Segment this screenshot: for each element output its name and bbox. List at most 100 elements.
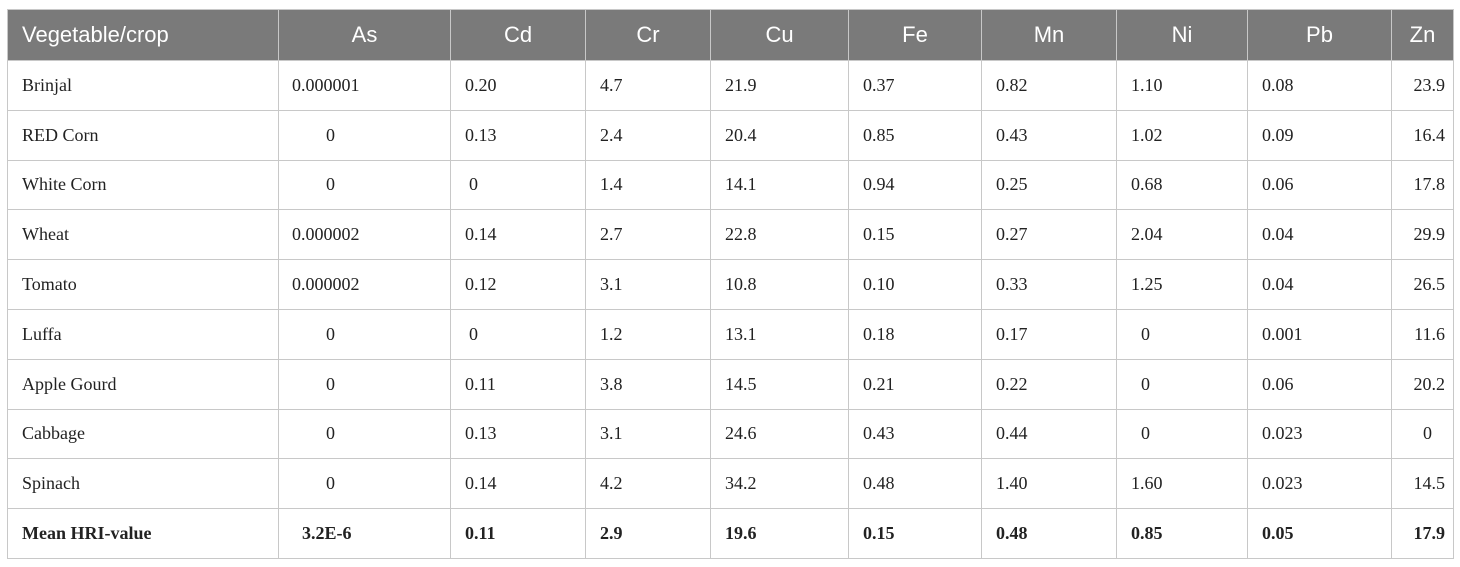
cell-cr: 1.4 <box>585 159 711 211</box>
cell-as: 0 <box>278 358 451 410</box>
cell-as: 0.000002 <box>278 259 451 310</box>
cell-as: 0.000001 <box>278 60 451 111</box>
cell-ni: 2.04 <box>1116 209 1248 261</box>
row-crop-name: Brinjal <box>7 60 279 111</box>
cell-fe: 0.15 <box>848 209 982 261</box>
column-header-vegetable-crop: Vegetable/crop <box>7 9 279 61</box>
cell-pb: 0.08 <box>1247 60 1392 111</box>
column-header-mn: Mn <box>981 9 1117 61</box>
cell-zn: 26.5 <box>1391 259 1454 310</box>
summary-ni: 0.85 <box>1116 508 1248 559</box>
cell-pb: 0.09 <box>1247 109 1392 161</box>
column-header-ni: Ni <box>1116 9 1248 61</box>
cell-mn: 0.44 <box>981 408 1117 460</box>
table-row: Spinach 0 0.14 4.2 34.2 0.48 1.40 1.60 0… <box>7 458 1454 510</box>
summary-as: 3.2E-6 <box>278 508 451 559</box>
cell-fe: 0.85 <box>848 109 982 161</box>
cell-ni: 0 <box>1116 358 1248 410</box>
cell-pb: 0.001 <box>1247 308 1392 360</box>
table-row: RED Corn 0 0.13 2.4 20.4 0.85 0.43 1.02 … <box>7 109 1454 161</box>
column-header-zn: Zn <box>1391 9 1454 61</box>
cell-mn: 0.43 <box>981 109 1117 161</box>
cell-fe: 0.43 <box>848 408 982 460</box>
cell-zn: 20.2 <box>1391 358 1454 410</box>
cell-as: 0 <box>278 458 451 510</box>
cell-ni: 1.25 <box>1116 259 1248 310</box>
column-header-pb: Pb <box>1247 9 1392 61</box>
cell-cd: 0.14 <box>450 209 586 261</box>
cell-mn: 1.40 <box>981 458 1117 510</box>
cell-cd: 0.13 <box>450 408 586 460</box>
cell-fe: 0.48 <box>848 458 982 510</box>
cell-zn: 29.9 <box>1391 209 1454 261</box>
cell-cd: 0.20 <box>450 60 586 111</box>
cell-cd: 0.11 <box>450 358 586 410</box>
cell-zn: 11.6 <box>1391 308 1454 360</box>
cell-cd: 0.14 <box>450 458 586 510</box>
cell-mn: 0.22 <box>981 358 1117 410</box>
table-row: Brinjal 0.000001 0.20 4.7 21.9 0.37 0.82… <box>7 60 1454 111</box>
row-crop-name: White Corn <box>7 159 279 211</box>
cell-as: 0 <box>278 308 451 360</box>
cell-pb: 0.04 <box>1247 259 1392 310</box>
cell-zn: 14.5 <box>1391 458 1454 510</box>
cell-cu: 14.5 <box>710 358 849 410</box>
summary-row: Mean HRI-value 3.2E-6 0.11 2.9 19.6 0.15… <box>7 508 1454 559</box>
table-row: Tomato 0.000002 0.12 3.1 10.8 0.10 0.33 … <box>7 259 1454 310</box>
cell-cu: 13.1 <box>710 308 849 360</box>
table-row: Cabbage 0 0.13 3.1 24.6 0.43 0.44 0 0.02… <box>7 408 1454 460</box>
summary-zn: 17.9 <box>1391 508 1454 559</box>
row-crop-name: RED Corn <box>7 109 279 161</box>
cell-mn: 0.17 <box>981 308 1117 360</box>
hri-table-container: Vegetable/crop As Cd Cr Cu Fe Mn Ni Pb Z… <box>7 9 1454 559</box>
cell-cd: 0.12 <box>450 259 586 310</box>
cell-cu: 14.1 <box>710 159 849 211</box>
cell-cu: 22.8 <box>710 209 849 261</box>
column-header-as: As <box>278 9 451 61</box>
cell-cu: 34.2 <box>710 458 849 510</box>
cell-as: 0 <box>278 159 451 211</box>
table-row: Apple Gourd 0 0.11 3.8 14.5 0.21 0.22 0 … <box>7 358 1454 410</box>
column-header-cu: Cu <box>710 9 849 61</box>
summary-pb: 0.05 <box>1247 508 1392 559</box>
cell-ni: 0 <box>1116 308 1248 360</box>
column-header-fe: Fe <box>848 9 982 61</box>
summary-cr: 2.9 <box>585 508 711 559</box>
cell-cr: 3.1 <box>585 408 711 460</box>
cell-fe: 0.94 <box>848 159 982 211</box>
row-crop-name: Spinach <box>7 458 279 510</box>
cell-zn: 16.4 <box>1391 109 1454 161</box>
cell-mn: 0.33 <box>981 259 1117 310</box>
cell-as: 0 <box>278 109 451 161</box>
cell-mn: 0.25 <box>981 159 1117 211</box>
cell-pb: 0.023 <box>1247 408 1392 460</box>
cell-fe: 0.21 <box>848 358 982 410</box>
cell-pb: 0.023 <box>1247 458 1392 510</box>
cell-cr: 2.4 <box>585 109 711 161</box>
cell-cr: 3.1 <box>585 259 711 310</box>
cell-mn: 0.27 <box>981 209 1117 261</box>
table-row: White Corn 0 0 1.4 14.1 0.94 0.25 0.68 0… <box>7 159 1454 211</box>
cell-cr: 4.2 <box>585 458 711 510</box>
summary-cu: 19.6 <box>710 508 849 559</box>
hri-table: Vegetable/crop As Cd Cr Cu Fe Mn Ni Pb Z… <box>7 9 1454 559</box>
cell-ni: 0.68 <box>1116 159 1248 211</box>
cell-cr: 4.7 <box>585 60 711 111</box>
cell-pb: 0.04 <box>1247 209 1392 261</box>
row-crop-name: Tomato <box>7 259 279 310</box>
header-row: Vegetable/crop As Cd Cr Cu Fe Mn Ni Pb Z… <box>7 9 1454 61</box>
cell-ni: 1.60 <box>1116 458 1248 510</box>
cell-as: 0 <box>278 408 451 460</box>
cell-fe: 0.10 <box>848 259 982 310</box>
row-crop-name: Apple Gourd <box>7 358 279 410</box>
column-header-cr: Cr <box>585 9 711 61</box>
table-row: Luffa 0 0 1.2 13.1 0.18 0.17 0 0.001 11.… <box>7 308 1454 360</box>
summary-label: Mean HRI-value <box>7 508 279 559</box>
cell-ni: 0 <box>1116 408 1248 460</box>
cell-pb: 0.06 <box>1247 358 1392 410</box>
cell-ni: 1.02 <box>1116 109 1248 161</box>
summary-mn: 0.48 <box>981 508 1117 559</box>
cell-cu: 24.6 <box>710 408 849 460</box>
cell-ni: 1.10 <box>1116 60 1248 111</box>
cell-fe: 0.18 <box>848 308 982 360</box>
